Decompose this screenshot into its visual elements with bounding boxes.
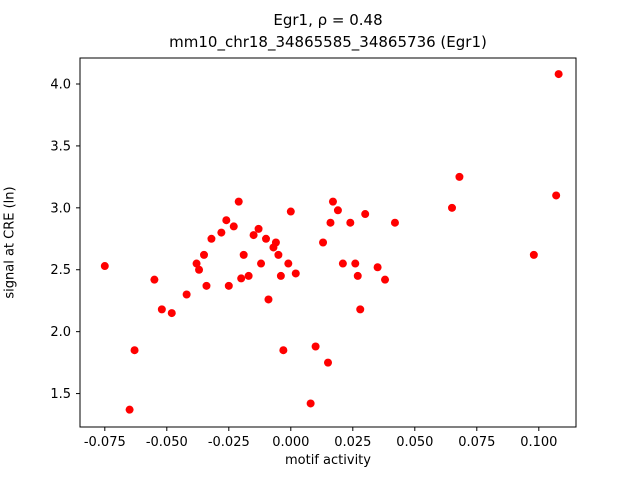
data-point (237, 274, 246, 283)
data-point (311, 342, 320, 351)
data-point (217, 228, 226, 237)
data-point (100, 262, 109, 271)
x-tick-label: -0.050 (146, 435, 188, 450)
x-tick-label: -0.075 (84, 435, 126, 450)
x-tick-label: 0.000 (272, 435, 309, 450)
data-point (390, 218, 399, 227)
data-point (262, 234, 270, 243)
x-tick-label: 0.075 (458, 435, 495, 450)
data-point (279, 346, 288, 355)
data-point (157, 305, 166, 314)
data-point (192, 259, 201, 268)
data-point (353, 271, 362, 280)
y-tick-label: 1.5 (50, 387, 71, 402)
data-point (448, 203, 456, 212)
title-block: Egr1, ρ = 0.48 mm10_chr18_34865585_34865… (80, 10, 576, 54)
y-tick-label: 4.0 (50, 78, 71, 93)
y-tick-label: 2.5 (50, 263, 71, 278)
data-point (326, 218, 335, 227)
data-point (271, 238, 280, 247)
data-point (291, 269, 300, 278)
chart-title: Egr1, ρ = 0.48 (273, 11, 383, 29)
data-point (284, 259, 293, 268)
data-point (244, 271, 253, 280)
data-point (182, 290, 191, 299)
x-tick-label: 0.025 (334, 435, 371, 450)
data-point (351, 259, 360, 268)
data-point (306, 399, 315, 408)
data-point (150, 275, 159, 284)
data-point (264, 295, 273, 304)
y-tick-label: 2.0 (50, 325, 71, 340)
data-point (207, 234, 216, 243)
data-point (125, 405, 134, 414)
data-point (249, 231, 258, 240)
data-point (276, 271, 285, 280)
x-tick-label: 0.100 (520, 435, 557, 450)
data-point (333, 206, 342, 215)
data-point (202, 281, 211, 290)
y-tick-label: 3.0 (50, 201, 71, 216)
data-point (234, 197, 243, 206)
data-point (373, 263, 382, 272)
data-point (254, 224, 263, 233)
data-point (195, 265, 204, 274)
x-axis-label: motif activity (285, 453, 371, 468)
data-point (224, 281, 233, 290)
data-point (552, 191, 561, 200)
data-point (222, 216, 231, 225)
data-point (338, 259, 347, 268)
data-point (167, 309, 176, 318)
y-tick-label: 3.5 (50, 139, 71, 154)
y-axis-label: signal at CRE (ln) (2, 186, 18, 299)
data-point (328, 197, 337, 206)
data-point (346, 218, 355, 227)
data-point (455, 172, 464, 181)
x-tick-label: -0.025 (208, 435, 250, 450)
data-point (381, 275, 390, 284)
data-point (257, 259, 266, 268)
x-tick-label: 0.050 (396, 435, 433, 450)
data-point (319, 238, 328, 247)
data-point (286, 207, 295, 216)
data-point (200, 250, 208, 259)
data-point (229, 222, 238, 231)
data-point (239, 250, 248, 259)
data-point (324, 358, 332, 367)
data-point (554, 70, 563, 79)
data-point (361, 210, 370, 219)
data-point (356, 305, 365, 314)
data-point (529, 250, 538, 259)
axes-frame (79, 57, 577, 428)
chart-subtitle: mm10_chr18_34865585_34865736 (Egr1) (169, 32, 487, 51)
data-point (274, 250, 283, 259)
data-point (130, 346, 139, 355)
